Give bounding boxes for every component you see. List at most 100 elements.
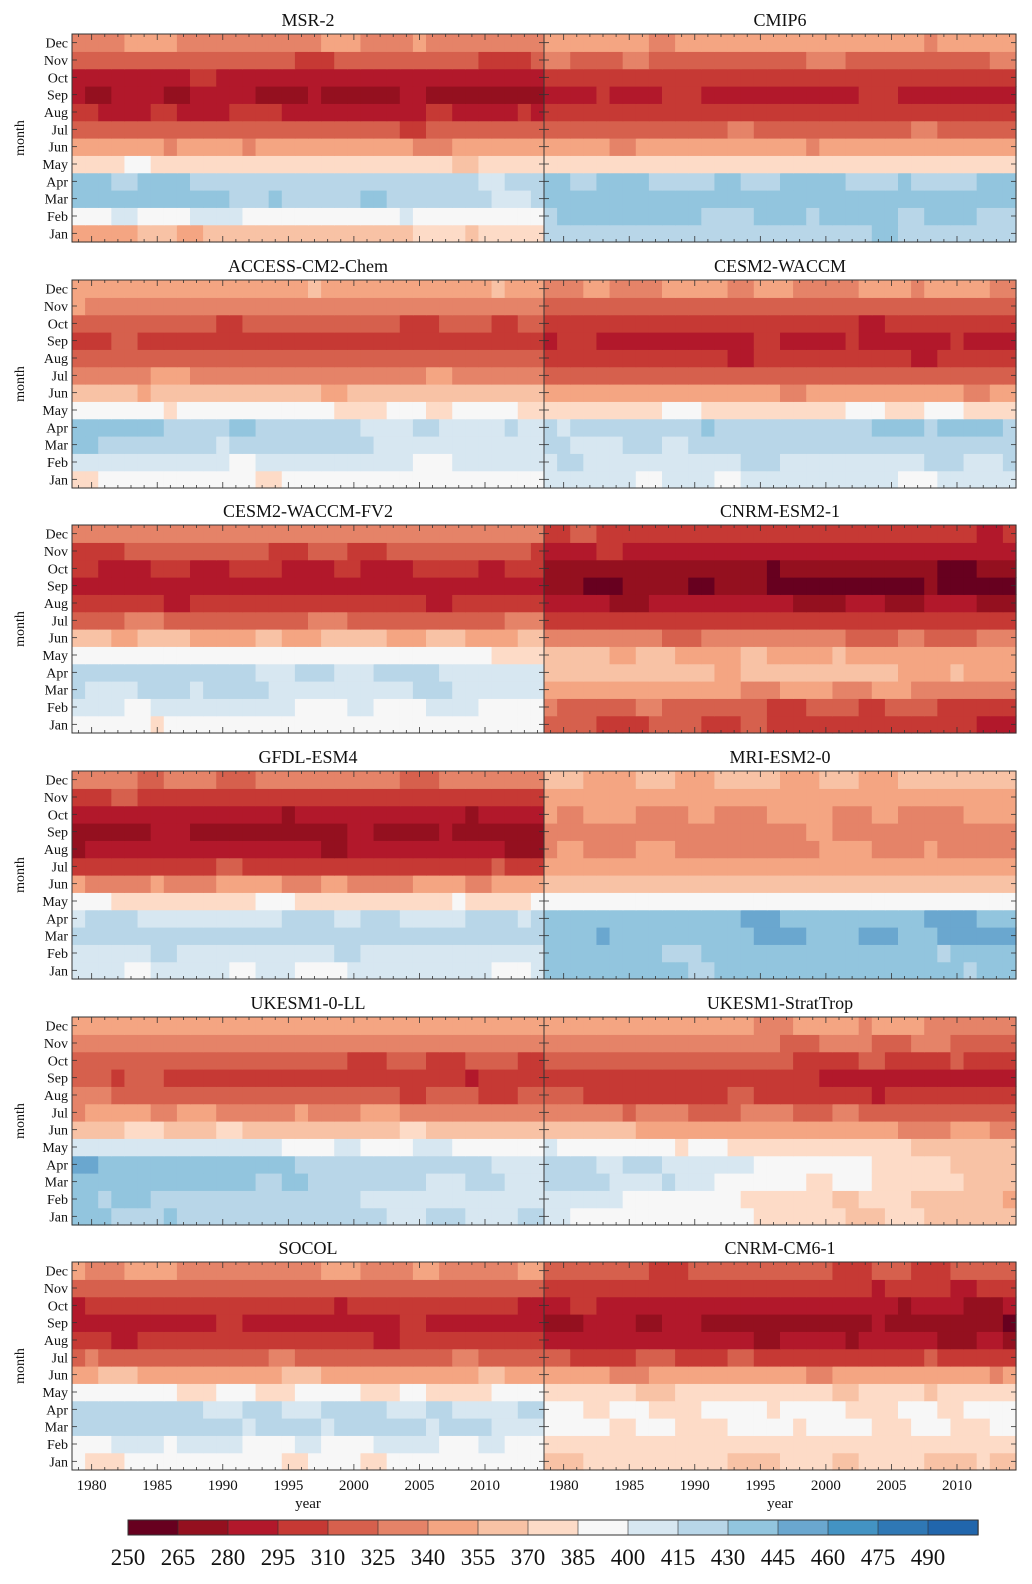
heatmap-cell: [452, 611, 466, 630]
heatmap-cell: [491, 927, 506, 945]
heatmap-cell: [530, 1121, 545, 1139]
heatmap-cell: [229, 646, 244, 665]
heatmap-cell: [727, 663, 742, 682]
heatmap-cell: [976, 875, 991, 893]
heatmap-cell: [347, 366, 362, 385]
heatmap-cell: [622, 944, 637, 963]
heatmap-cell: [884, 470, 899, 489]
heatmap-cell: [898, 190, 912, 208]
heatmap-cell: [714, 663, 729, 682]
heatmap-cell: [963, 698, 978, 717]
heatmap-cell: [452, 1051, 466, 1070]
heatmap-cell: [544, 611, 558, 630]
heatmap-cell: [609, 857, 624, 876]
month-label: Feb: [47, 701, 68, 716]
heatmap-cell: [85, 1207, 99, 1226]
heatmap-cell: [780, 68, 794, 87]
heatmap-cell: [294, 961, 309, 980]
heatmap-cell: [281, 453, 296, 472]
heatmap-cell: [190, 314, 204, 333]
heatmap-cell: [491, 559, 506, 578]
heatmap-cell: [229, 1121, 244, 1139]
heatmap-cell: [308, 86, 322, 104]
heatmap-cell: [439, 349, 453, 368]
heatmap-cell: [124, 1051, 139, 1070]
month-label: Jun: [49, 1124, 68, 1139]
heatmap-cell: [701, 805, 716, 824]
heatmap-cell: [622, 559, 637, 578]
heatmap-cell: [294, 280, 309, 298]
heatmap-cell: [111, 788, 126, 807]
heatmap-cell: [281, 542, 296, 561]
heatmap-cell: [386, 224, 401, 243]
heatmap-cell: [268, 86, 283, 104]
heatmap-cell: [884, 715, 899, 734]
heatmap-cell: [832, 120, 847, 139]
heatmap-cell: [347, 314, 362, 333]
heatmap-cell: [740, 34, 755, 52]
heatmap-cell: [98, 366, 112, 385]
heatmap-cell: [622, 1207, 637, 1226]
heatmap-cell: [740, 436, 755, 454]
heatmap-cell: [255, 314, 270, 333]
heatmap-cell: [780, 1173, 794, 1191]
heatmap-cell: [426, 453, 440, 472]
heatmap-cell: [989, 224, 1004, 243]
heatmap-cell: [517, 875, 532, 893]
heatmap-cell: [911, 314, 925, 333]
heatmap-cell: [701, 349, 716, 368]
heatmap-cell: [412, 349, 427, 368]
heatmap-cell: [111, 542, 126, 561]
heatmap-cell: [884, 86, 899, 104]
heatmap-cell: [714, 384, 729, 402]
heatmap-cell: [229, 1086, 244, 1105]
heatmap-cell: [386, 1138, 401, 1157]
heatmap-cell: [635, 857, 650, 876]
heatmap-cell: [111, 840, 126, 859]
heatmap-cell: [950, 103, 965, 122]
heatmap-cell: [347, 771, 362, 789]
heatmap-cell: [688, 698, 702, 717]
heatmap-cell: [216, 1086, 230, 1105]
heatmap-cell: [924, 280, 938, 298]
heatmap-cell: [950, 418, 965, 437]
heatmap-cell: [360, 332, 375, 350]
heatmap-cell: [517, 384, 532, 402]
heatmap-cell: [884, 280, 899, 298]
heatmap-cell: [399, 332, 414, 350]
heatmap-cell: [662, 944, 676, 963]
heatmap-cell: [465, 332, 480, 350]
heatmap-cell: [111, 577, 126, 595]
heatmap-cell: [570, 103, 584, 122]
heatmap-cell: [753, 314, 768, 333]
heatmap-cell: [150, 418, 165, 437]
heatmap-cell: [203, 280, 217, 298]
heatmap-cell: [701, 1155, 716, 1174]
heatmap-cell: [570, 927, 584, 945]
heatmap-cell: [780, 715, 794, 734]
heatmap-cell: [72, 1086, 86, 1105]
heatmap-cell: [596, 927, 611, 945]
heatmap-cell: [662, 875, 676, 893]
heatmap-cell: [753, 611, 768, 630]
heatmap-cell: [517, 629, 532, 647]
heatmap-cell: [439, 207, 453, 226]
heatmap-cell: [478, 366, 493, 385]
heatmap-cell: [819, 577, 834, 595]
heatmap-cell: [530, 1173, 545, 1191]
heatmap-cell: [517, 470, 532, 489]
heatmap-cell: [924, 698, 938, 717]
heatmap-cell: [373, 1173, 388, 1191]
heatmap-cell: [557, 823, 571, 841]
heatmap-cell: [793, 190, 807, 208]
heatmap-cell: [465, 559, 480, 578]
heatmap-cell: [242, 190, 257, 208]
heatmap-cell: [976, 542, 991, 561]
heatmap-cell: [216, 909, 230, 928]
heatmap-cell: [137, 698, 152, 717]
heatmap-cell: [570, 646, 584, 665]
heatmap-cell: [439, 771, 453, 789]
heatmap-cell: [72, 681, 86, 699]
month-label: Aug: [44, 352, 68, 367]
heatmap-cell: [190, 805, 204, 824]
